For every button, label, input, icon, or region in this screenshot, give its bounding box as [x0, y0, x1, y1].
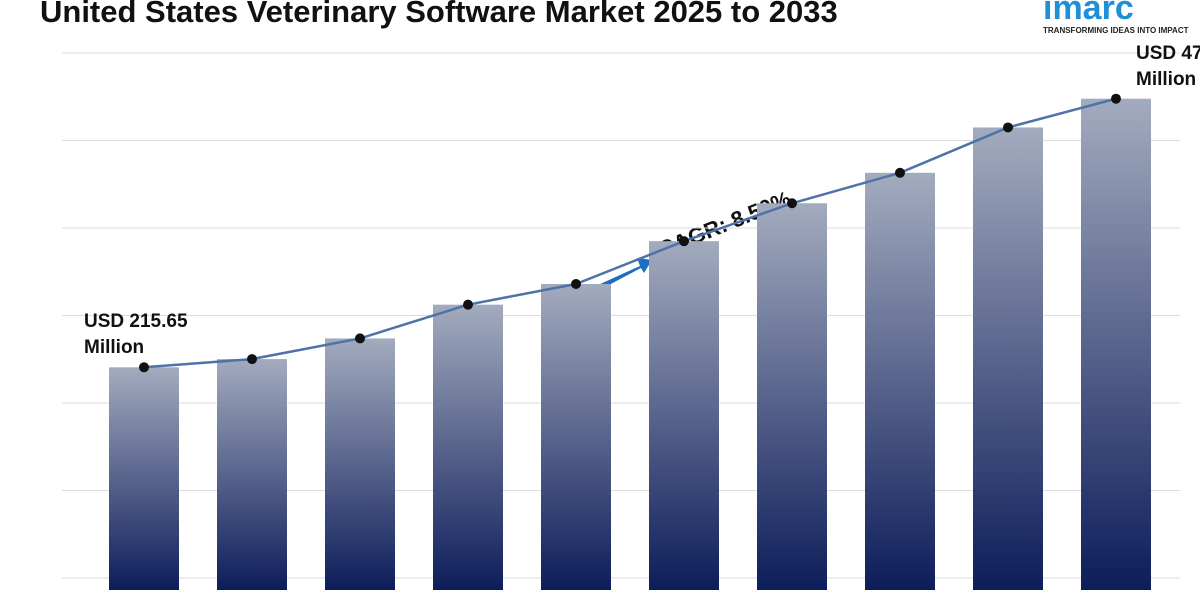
bar [973, 127, 1043, 590]
bar [217, 359, 287, 590]
trend-point [895, 167, 905, 178]
bar [1081, 98, 1151, 590]
bar [433, 304, 503, 590]
value-label: USD 475.74 Million [1136, 42, 1200, 90]
logo-name: imarc [1043, 0, 1134, 27]
trend-line [143, 97, 1117, 369]
trend-point [139, 362, 149, 373]
trend-point [679, 236, 689, 247]
logo-tagline: TRANSFORMING IDEAS INTO IMPACT [1043, 26, 1189, 35]
value-label: USD 215.65 Million [84, 311, 188, 359]
bar [649, 241, 719, 590]
trend-point [247, 354, 257, 365]
trend-point [355, 333, 365, 344]
trend-point [1111, 93, 1121, 104]
trend-point [571, 279, 581, 290]
chart-title: United States Veterinary Software Market… [40, 0, 838, 29]
trend-point [1003, 122, 1013, 133]
bar [109, 367, 179, 590]
trend-point [463, 299, 473, 310]
trend-point [787, 198, 797, 209]
bar [541, 284, 611, 590]
bar [325, 338, 395, 590]
bar [865, 172, 935, 591]
bar [757, 203, 827, 591]
